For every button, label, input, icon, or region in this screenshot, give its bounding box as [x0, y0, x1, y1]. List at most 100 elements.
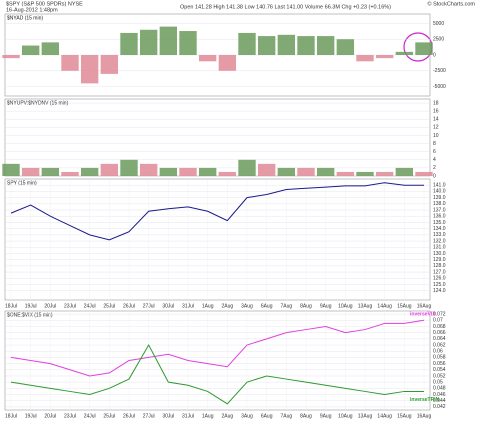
y-tick-label: 0	[433, 173, 436, 179]
x-tick-label: 30Jul	[162, 303, 174, 309]
x-tick-label: 24Jul	[84, 303, 96, 309]
bar	[61, 55, 79, 71]
bar	[395, 167, 414, 176]
x-tick-label: 13Aug	[358, 303, 373, 309]
bar	[277, 167, 296, 176]
y-tick-label: 0.068	[433, 324, 446, 330]
date: 16-Aug-2012 1:48pm	[6, 7, 58, 13]
x-tick-label: 25Jul	[103, 303, 115, 309]
bar	[356, 171, 374, 176]
bar	[218, 171, 237, 176]
y-tick-label: 137.0	[433, 207, 446, 213]
x-tick-label: 2Aug	[221, 303, 233, 309]
bar	[415, 42, 433, 55]
x-tick-label: 15Aug	[397, 413, 412, 419]
y-tick-label: 140.0	[433, 189, 446, 195]
bar	[2, 163, 20, 176]
y-tick-label: 4	[433, 157, 436, 163]
y-tick-label: 0.044	[433, 398, 446, 404]
y-tick-label: 6	[433, 149, 436, 155]
x-tick-label: 13Aug	[358, 413, 373, 419]
y-tick-label: 18	[433, 100, 439, 106]
y-tick-label: 0.042	[433, 404, 446, 410]
bar	[139, 163, 158, 176]
source: © StockCharts.com	[428, 0, 476, 7]
x-tick-label: 7Aug	[280, 303, 292, 309]
x-tick-label: 3Aug	[241, 413, 253, 419]
y-tick-label: 0.046	[433, 392, 446, 398]
x-tick-label: 10Aug	[338, 303, 353, 309]
bar	[198, 55, 217, 62]
series-line	[10, 343, 424, 405]
y-tick-label: 8	[433, 141, 436, 147]
y-tick-label: -2500	[433, 68, 446, 74]
bar	[375, 171, 394, 176]
y-tick-label: 126.0	[433, 276, 446, 282]
y-tick-label: 132.0	[433, 238, 446, 244]
x-tick-label: 7Aug	[280, 413, 292, 419]
bar	[21, 167, 40, 176]
x-tick-label: 27Jul	[143, 303, 155, 309]
legend-label: inverseVIX	[410, 312, 436, 318]
y-tick-label: 0.06	[433, 349, 443, 355]
x-tick-label: 19Jul	[25, 413, 37, 419]
x-tick-label: 31Jul	[182, 303, 194, 309]
bar	[61, 171, 79, 176]
bar	[336, 39, 355, 55]
y-tick-label: 0.062	[433, 342, 446, 348]
y-tick-label: 139.0	[433, 195, 446, 201]
x-tick-label: 24Jul	[84, 413, 96, 419]
bar	[179, 31, 197, 55]
bar	[120, 32, 138, 55]
bar	[159, 26, 178, 55]
x-tick-label: 9Aug	[320, 303, 332, 309]
bar	[80, 55, 99, 84]
bar	[257, 36, 276, 55]
legend-label: inverseTRIN	[410, 397, 440, 403]
x-tick-label: 3Aug	[241, 303, 253, 309]
bar	[316, 167, 335, 176]
y-tick-label: 141.0	[433, 183, 446, 189]
y-tick-label: 135.0	[433, 220, 446, 226]
bar	[375, 55, 394, 59]
y-tick-label: 129.0	[433, 257, 446, 263]
bar	[179, 167, 197, 176]
y-tick-label: 0.07	[433, 318, 443, 324]
x-tick-label: 18Jul	[5, 303, 17, 309]
bar	[2, 55, 20, 59]
x-tick-label: 1Aug	[202, 303, 214, 309]
x-tick-label: 26Jul	[123, 303, 135, 309]
x-tick-label: 27Jul	[143, 413, 155, 419]
x-tick-label: 8Aug	[300, 413, 312, 419]
x-tick-label: 9Aug	[320, 413, 332, 419]
bar	[41, 42, 60, 55]
y-tick-label: 0	[433, 52, 436, 58]
bar	[415, 171, 433, 176]
x-tick-label: 31Jul	[182, 413, 194, 419]
x-tick-label: 10Aug	[338, 413, 353, 419]
y-tick-label: 0.054	[433, 367, 446, 373]
x-tick-label: 19Jul	[25, 303, 37, 309]
panel-frame	[4, 310, 431, 411]
x-tick-label: 16Aug	[417, 413, 432, 419]
bar	[277, 34, 296, 55]
y-tick-label: 136.0	[433, 214, 446, 220]
x-tick-label: 23Jul	[64, 303, 76, 309]
y-tick-label: 125.0	[433, 282, 446, 288]
x-tick-label: 6Aug	[261, 413, 273, 419]
panel-title: SPY (15 min)	[7, 180, 37, 186]
y-tick-label: 10	[433, 133, 439, 139]
panel-title: $NYUPV:$NYDNV (15 min)	[7, 100, 69, 106]
bar	[238, 159, 256, 176]
y-tick-label: 0.058	[433, 355, 446, 361]
bar	[316, 36, 335, 55]
x-tick-label: 25Jul	[103, 413, 115, 419]
bar	[139, 29, 158, 55]
x-tick-label: 14Aug	[377, 413, 392, 419]
y-tick-label: 2500	[433, 37, 444, 43]
y-tick-label: 16	[433, 108, 439, 114]
y-tick-label: 5000	[433, 21, 444, 27]
panel-frame	[4, 178, 431, 301]
bar	[257, 163, 276, 176]
y-tick-label: 134.0	[433, 226, 446, 232]
